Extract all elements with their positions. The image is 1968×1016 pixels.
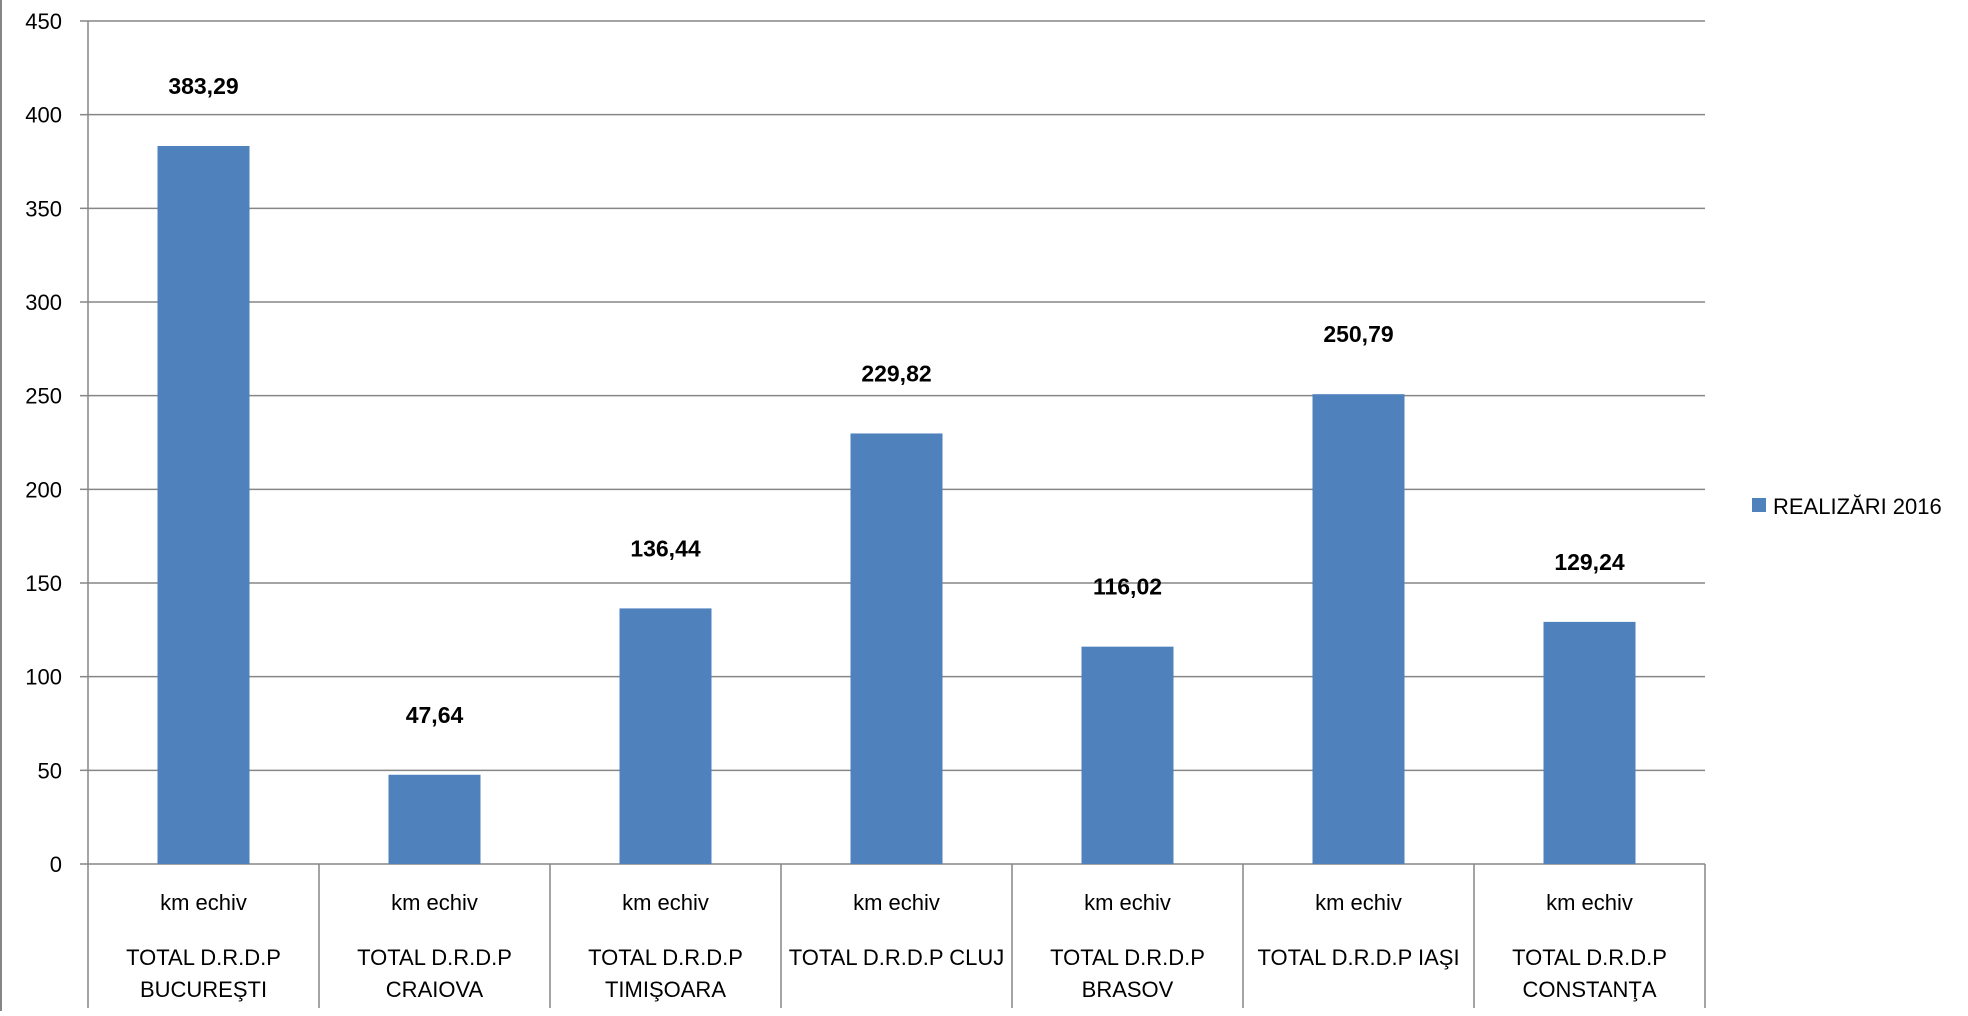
category-name-label: CONSTANŢA [1522, 977, 1656, 1002]
y-tick-label: 150 [25, 571, 62, 596]
bar [850, 433, 943, 864]
data-label: 47,64 [406, 702, 464, 728]
legend: REALIZĂRI 2016 [1752, 494, 1942, 519]
category-unit-label: km echiv [160, 890, 247, 915]
y-tick-label: 0 [50, 852, 62, 877]
category-unit-label: km echiv [853, 890, 940, 915]
category-labels: km echiv TOTAL D.R.D.P BUCUREŞTI km echiv TO… [126, 890, 1667, 1002]
data-label: 129,24 [1554, 549, 1625, 575]
category-unit-label: km echiv [1546, 890, 1633, 915]
data-labels: 383,29 47,64 136,44 229,82 116,02 250,79 129,2… [168, 73, 1625, 728]
bar [1543, 621, 1636, 864]
category-unit-label: km echiv [1315, 890, 1402, 915]
data-label: 383,29 [168, 73, 238, 99]
category-name-label: BRASOV [1082, 977, 1174, 1002]
category-name-label: BUCUREŞTI [140, 977, 267, 1002]
legend-label: REALIZĂRI 2016 [1773, 494, 1942, 519]
bar [1081, 646, 1174, 864]
data-label: 250,79 [1323, 321, 1393, 347]
category-name-label: TOTAL D.R.D.P [126, 945, 281, 970]
bar [619, 608, 712, 864]
category-name-label: TIMIŞOARA [605, 977, 726, 1002]
bars [157, 145, 1636, 864]
y-tick-label: 250 [25, 384, 62, 409]
data-label: 136,44 [630, 535, 701, 561]
gridlines [88, 20, 1705, 772]
legend-swatch [1752, 498, 1766, 512]
y-tick-label: 350 [25, 196, 62, 221]
bar [1312, 394, 1405, 864]
category-unit-label: km echiv [622, 890, 709, 915]
y-tick-label: 400 [25, 103, 62, 128]
category-name-label: TOTAL D.R.D.P CLUJ [789, 945, 1005, 970]
y-tick-label: 100 [25, 665, 62, 690]
y-axis-tick-labels: 0 50 100 150 200 250 300 350 400 450 [25, 9, 62, 877]
category-unit-label: km echiv [391, 890, 478, 915]
y-tick-label: 200 [25, 477, 62, 502]
y-tick-label: 50 [38, 758, 62, 783]
category-name-label: TOTAL D.R.D.P [357, 945, 512, 970]
category-name-label: TOTAL D.R.D.P [1512, 945, 1667, 970]
y-tick-label: 450 [25, 9, 62, 34]
bar [388, 774, 481, 864]
category-name-label: CRAIOVA [386, 977, 484, 1002]
category-name-label: TOTAL D.R.D.P [1050, 945, 1205, 970]
category-unit-label: km echiv [1084, 890, 1171, 915]
bar [157, 145, 250, 864]
data-label: 229,82 [861, 360, 931, 386]
category-name-label: TOTAL D.R.D.P IAŞI [1257, 945, 1459, 970]
data-label: 116,02 [1093, 574, 1162, 600]
y-tick-label: 300 [25, 290, 62, 315]
category-name-label: TOTAL D.R.D.P [588, 945, 743, 970]
